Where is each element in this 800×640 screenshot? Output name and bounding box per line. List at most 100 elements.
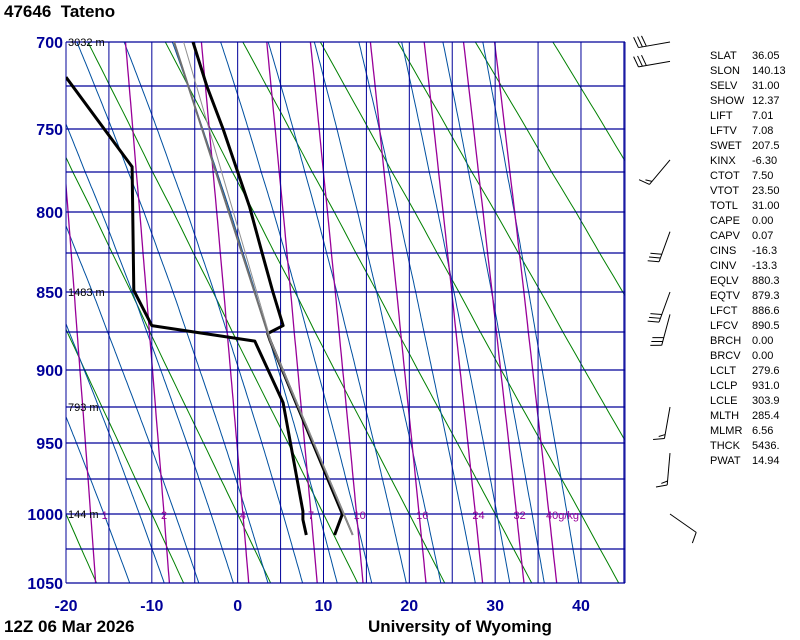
temperature-tick-label: 10: [315, 598, 333, 615]
index-name: KINX: [710, 155, 736, 167]
mixing-ratio-label: 1: [102, 510, 108, 522]
barb-feather: [653, 438, 665, 441]
index-row: LFCV 890.5: [710, 320, 780, 332]
index-name: LCLE: [710, 395, 738, 407]
dry-adiabat: [552, 42, 625, 163]
index-row: MLMR 6.56: [710, 425, 773, 437]
wind-barb: [633, 55, 671, 68]
index-row: MLTH 285.4: [710, 410, 780, 422]
barb-half-feather: [645, 179, 653, 182]
moist-adiabat: [171, 42, 338, 583]
index-value: 890.5: [752, 320, 780, 332]
dry-adiabat: [474, 42, 625, 297]
axis-labels: 1 2 4 7 10 16 24 32 40g/kg7007508008509009501000…: [27, 35, 590, 615]
mixing-ratio-label: 2: [161, 510, 167, 522]
background-isolines: [0, 18, 625, 595]
mixing-ratio-label: 7: [308, 510, 314, 522]
wind-barbs: [633, 35, 697, 544]
barb-staff: [666, 453, 671, 486]
index-row: KINX -6.30: [710, 155, 777, 167]
pressure-tick-label: 750: [36, 122, 63, 139]
barb-feather: [691, 532, 697, 544]
index-value: 0.00: [752, 350, 774, 362]
index-name: EQLV: [710, 275, 739, 287]
wind-barb: [647, 291, 671, 323]
temperature-tick-label: 40: [572, 598, 590, 615]
index-value: 279.6: [752, 365, 780, 377]
index-name: CINV: [710, 260, 737, 272]
index-row: BRCV 0.00: [710, 350, 773, 362]
temperature-tick-label: 0: [233, 598, 242, 615]
index-value: 880.3: [752, 275, 780, 287]
barb-feather: [655, 484, 668, 488]
height-label: 3032 m: [68, 37, 105, 49]
wind-barb: [638, 159, 671, 185]
observation-time: 12Z 06 Mar 2026: [4, 617, 135, 636]
temperature-tick-label: -10: [140, 598, 163, 615]
index-row: CINV -13.3: [710, 260, 777, 272]
pressure-tick-label: 1000: [27, 507, 63, 524]
index-row: LFCT 886.6: [710, 305, 780, 317]
index-value: 886.6: [752, 305, 780, 317]
index-name: LFCV: [710, 320, 739, 332]
index-name: LFCT: [710, 305, 738, 317]
dry-adiabat: [319, 42, 620, 583]
index-name: LCLP: [710, 380, 738, 392]
index-name: CTOT: [710, 170, 740, 182]
index-row: VTOT 23.50: [710, 185, 780, 197]
temperature-tick-label: -20: [54, 598, 77, 615]
index-name: SELV: [710, 80, 738, 92]
index-name: MLMR: [710, 425, 743, 437]
index-name: CINS: [710, 245, 737, 257]
index-name: SWET: [710, 140, 742, 152]
index-name: SLON: [710, 65, 740, 77]
moist-adiabat: [66, 415, 131, 583]
index-name: MLTH: [710, 410, 740, 422]
index-row: LCLE 303.9: [710, 395, 780, 407]
barb-feather: [637, 36, 643, 48]
height-label: 1483 m: [68, 287, 105, 299]
wind-barb: [653, 406, 671, 441]
grid: [65, 41, 626, 584]
index-row: LCLT 279.6: [710, 365, 780, 377]
pressure-tick-label: 800: [36, 205, 63, 222]
index-row: BRCH 0.00: [710, 335, 773, 347]
barb-staff: [658, 291, 671, 323]
barb-half-feather: [661, 480, 668, 484]
index-value: 7.01: [752, 110, 774, 122]
pressure-tick-label: 900: [36, 363, 63, 380]
barb-staff: [649, 159, 671, 185]
index-name: THCK: [710, 440, 740, 452]
wind-barb: [655, 453, 671, 488]
temperature-tick-label: 20: [400, 598, 418, 615]
index-value: 5436.: [752, 440, 780, 452]
index-name: CAPV: [710, 230, 740, 242]
mixing-ratio-line: [124, 42, 171, 583]
index-value: 207.5: [752, 140, 780, 152]
index-name: BRCV: [710, 350, 741, 362]
barb-staff: [669, 513, 697, 533]
index-name: LFTV: [710, 125, 737, 137]
mixing-ratio-label: 24: [472, 510, 484, 522]
barb-feather: [647, 260, 660, 263]
index-row: CTOT 7.50: [710, 170, 773, 182]
index-row: EQTV 879.3: [710, 290, 780, 302]
index-row: PWAT 14.94: [710, 455, 780, 467]
moist-adiabat: [76, 42, 269, 583]
index-value: 0.00: [752, 335, 774, 347]
index-row: TOTL 31.00: [710, 200, 780, 212]
dry-adiabat: [0, 18, 15, 595]
barb-staff: [663, 406, 671, 439]
mixing-ratio-line: [462, 42, 525, 583]
wind-barb: [669, 513, 697, 544]
barb-feather: [638, 179, 650, 185]
mixing-ratio-line: [266, 42, 318, 583]
index-row: SHOW 12.37: [710, 95, 780, 107]
pressure-tick-label: 1050: [27, 576, 63, 593]
mixing-ratio-label: 10: [354, 510, 366, 522]
station-title: 47646 Tateno: [4, 2, 116, 21]
mixing-ratio-label: 40g/kg: [546, 510, 579, 522]
temperature-tick-label: 30: [486, 598, 504, 615]
index-row: SELV 31.00: [710, 80, 780, 92]
